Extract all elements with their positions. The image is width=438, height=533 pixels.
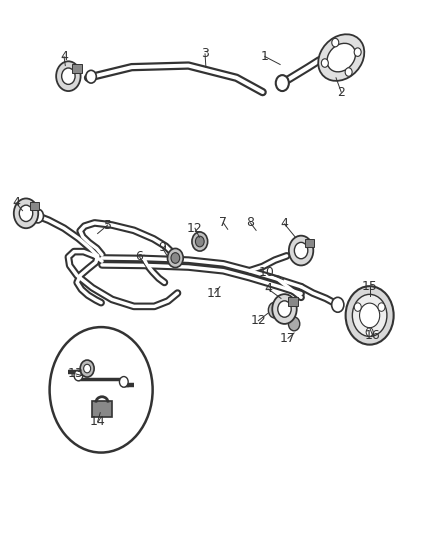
Ellipse shape	[318, 34, 364, 81]
Circle shape	[332, 38, 339, 47]
Circle shape	[345, 68, 352, 76]
FancyBboxPatch shape	[305, 239, 314, 247]
Circle shape	[288, 317, 300, 331]
Text: 1: 1	[261, 50, 269, 63]
Circle shape	[289, 236, 313, 265]
Circle shape	[167, 248, 183, 268]
FancyBboxPatch shape	[92, 401, 112, 417]
Text: 17: 17	[280, 332, 296, 345]
Circle shape	[272, 294, 297, 324]
Circle shape	[62, 68, 75, 84]
Text: 12: 12	[187, 222, 203, 235]
Text: 4: 4	[12, 196, 20, 209]
Text: 3: 3	[201, 47, 209, 60]
Circle shape	[56, 61, 81, 91]
Circle shape	[360, 303, 380, 328]
Circle shape	[171, 253, 180, 263]
Text: 14: 14	[90, 415, 106, 428]
Circle shape	[354, 48, 361, 56]
Text: 10: 10	[259, 266, 275, 279]
Circle shape	[268, 302, 282, 318]
Circle shape	[84, 365, 91, 373]
Circle shape	[276, 75, 289, 91]
Circle shape	[86, 70, 96, 83]
Text: 4: 4	[60, 50, 68, 63]
Circle shape	[49, 327, 152, 453]
Circle shape	[366, 328, 373, 336]
Text: 7: 7	[219, 216, 227, 229]
Circle shape	[120, 376, 128, 387]
Circle shape	[346, 286, 394, 345]
FancyBboxPatch shape	[30, 201, 39, 210]
FancyBboxPatch shape	[72, 64, 81, 73]
Text: 15: 15	[362, 280, 378, 293]
FancyBboxPatch shape	[288, 297, 298, 306]
Circle shape	[332, 297, 344, 312]
Ellipse shape	[327, 43, 356, 72]
Text: 13: 13	[68, 367, 84, 381]
Circle shape	[294, 243, 308, 259]
Text: 4: 4	[264, 282, 272, 295]
Text: 16: 16	[365, 329, 381, 342]
Circle shape	[80, 360, 94, 377]
Circle shape	[352, 294, 387, 336]
Circle shape	[321, 59, 328, 67]
Text: 11: 11	[207, 287, 223, 300]
Circle shape	[354, 303, 361, 311]
Circle shape	[19, 205, 33, 222]
Circle shape	[278, 301, 291, 317]
Text: 2: 2	[337, 86, 345, 99]
Circle shape	[378, 303, 385, 311]
Circle shape	[195, 236, 204, 247]
Text: 6: 6	[136, 251, 144, 263]
Text: 9: 9	[158, 241, 166, 254]
Text: 4: 4	[281, 217, 289, 230]
Circle shape	[74, 370, 83, 381]
Text: 12: 12	[251, 314, 266, 327]
Text: 5: 5	[104, 219, 112, 231]
Circle shape	[192, 232, 208, 251]
Circle shape	[32, 209, 43, 223]
Circle shape	[14, 198, 38, 228]
Text: 8: 8	[247, 216, 254, 229]
